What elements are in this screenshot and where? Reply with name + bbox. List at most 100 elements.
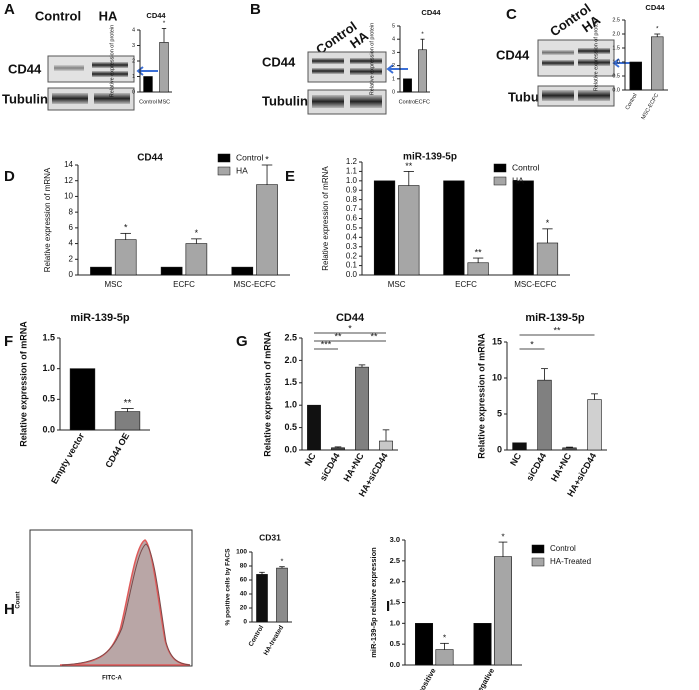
x-tick-label: HA+NC: [341, 451, 366, 484]
panel-letters: A B C D E F G H I: [4, 1, 517, 618]
panel-label: C: [506, 6, 517, 23]
band: [578, 59, 610, 66]
y-tick-label: 40: [240, 591, 248, 598]
x-tick-label: MSC-ECFC: [234, 280, 276, 289]
y-tick-label: 0: [497, 444, 502, 454]
flow-histogram: Count FITC-A: [16, 529, 193, 682]
annotation: *: [163, 20, 166, 27]
band: [92, 71, 128, 77]
y-axis-label: Relative expression of protein: [109, 25, 115, 97]
annotation: *: [124, 223, 128, 233]
panel-label: I: [386, 598, 390, 615]
band: [350, 58, 382, 64]
bar: [114, 411, 141, 431]
annotation: *: [265, 154, 269, 164]
bar: [435, 649, 454, 666]
y-tick-label: 2: [69, 254, 74, 263]
y-tick-label: 1.2: [346, 157, 358, 166]
x-tick-label: MSC-ECFC: [641, 93, 661, 121]
bar: [69, 368, 96, 431]
legend-swatch: [531, 544, 545, 554]
y-tick-label: 1.0: [390, 618, 400, 627]
row-label: CD44: [262, 54, 296, 69]
row-label: Tubulin: [2, 91, 48, 106]
band: [92, 62, 128, 68]
y-tick-label: 2.0: [612, 31, 620, 37]
x-tick-label: NC: [303, 451, 318, 468]
y-tick-label: 10: [64, 192, 73, 201]
y-tick-label: 0.5: [390, 639, 400, 648]
bar: [536, 242, 559, 276]
y-tick-label: 5: [497, 408, 502, 418]
row-label: CD44: [496, 47, 530, 62]
bar: [562, 447, 577, 451]
bar: [651, 36, 664, 91]
lane-label: Control: [35, 8, 81, 23]
y-tick-label: 0.0: [390, 660, 400, 669]
y-axis-label: % positive cells by FACS: [225, 548, 232, 626]
bar: [443, 180, 465, 276]
row-label: Tubulin: [262, 93, 308, 108]
blot: [537, 39, 615, 77]
annotation: **: [405, 161, 413, 171]
panel-label: E: [285, 168, 295, 185]
bar: [473, 623, 492, 666]
y-tick-label: 4: [69, 239, 74, 248]
bar: [537, 379, 552, 451]
y-tick-label: 1.0: [612, 59, 620, 65]
annotation: *: [281, 557, 284, 566]
band: [578, 90, 610, 101]
y-tick-label: 10: [492, 372, 502, 382]
legend-label: Control: [550, 544, 576, 553]
legend-swatch: [493, 176, 507, 186]
chart-title: CD44: [645, 3, 665, 12]
y-tick-label: 0.0: [346, 270, 358, 279]
band: [578, 48, 610, 54]
legend-label: HA: [512, 175, 524, 185]
bar: [114, 239, 137, 276]
y-tick-label: 6: [69, 223, 74, 232]
legend-swatch: [217, 153, 231, 163]
y-tick-label: 4: [132, 27, 135, 33]
bar: [307, 404, 321, 451]
chart-title: CD31: [259, 532, 281, 542]
y-tick-label: 1.0: [346, 176, 358, 185]
x-tick-label: Control: [625, 93, 639, 111]
significance-label: **: [334, 331, 342, 341]
y-tick-label: 14: [64, 160, 73, 169]
y-tick-label: 2.5: [612, 17, 620, 23]
x-tick-label: CD31 positive: [405, 666, 438, 690]
y-tick-label: 60: [240, 577, 248, 584]
y-axis-label: Relative expression of mRNA: [18, 321, 28, 447]
x-tick-label: ECFC: [173, 280, 195, 289]
legend-swatch: [217, 166, 231, 176]
band: [312, 68, 344, 74]
band: [542, 90, 574, 101]
blot-b: Control HA CD44 Tubulin: [262, 18, 408, 115]
y-axis-label: miR-139-5p relative expression: [369, 547, 378, 658]
bar: [159, 42, 169, 93]
annotation: *: [195, 228, 199, 238]
y-tick-label: 3: [132, 43, 135, 49]
x-tick-label: Control: [399, 99, 417, 105]
x-tick-label: MSC: [388, 280, 406, 289]
y-tick-label: 8: [69, 207, 74, 216]
y-axis-label: Relative expression of protein: [593, 19, 599, 91]
bar: [185, 243, 208, 276]
chart-title: CD44: [137, 153, 163, 164]
y-tick-label: 5: [392, 23, 395, 29]
bar: [90, 266, 112, 276]
legend-label: HA: [236, 165, 248, 175]
y-tick-label: 1: [132, 74, 135, 80]
blot-a: Control HA CD44 Tubulin: [2, 8, 158, 111]
x-tick-label: HA+NC: [549, 451, 574, 484]
bar: [493, 556, 512, 666]
x-tick-label: ECFC: [455, 280, 477, 289]
y-tick-label: 0: [243, 619, 247, 626]
bar: [256, 184, 278, 276]
y-tick-label: 0.0: [612, 87, 620, 93]
y-tick-label: 1.0: [284, 400, 297, 410]
band: [52, 93, 88, 104]
y-tick-label: 0.5: [346, 223, 358, 232]
y-tick-label: 3.0: [390, 535, 400, 544]
